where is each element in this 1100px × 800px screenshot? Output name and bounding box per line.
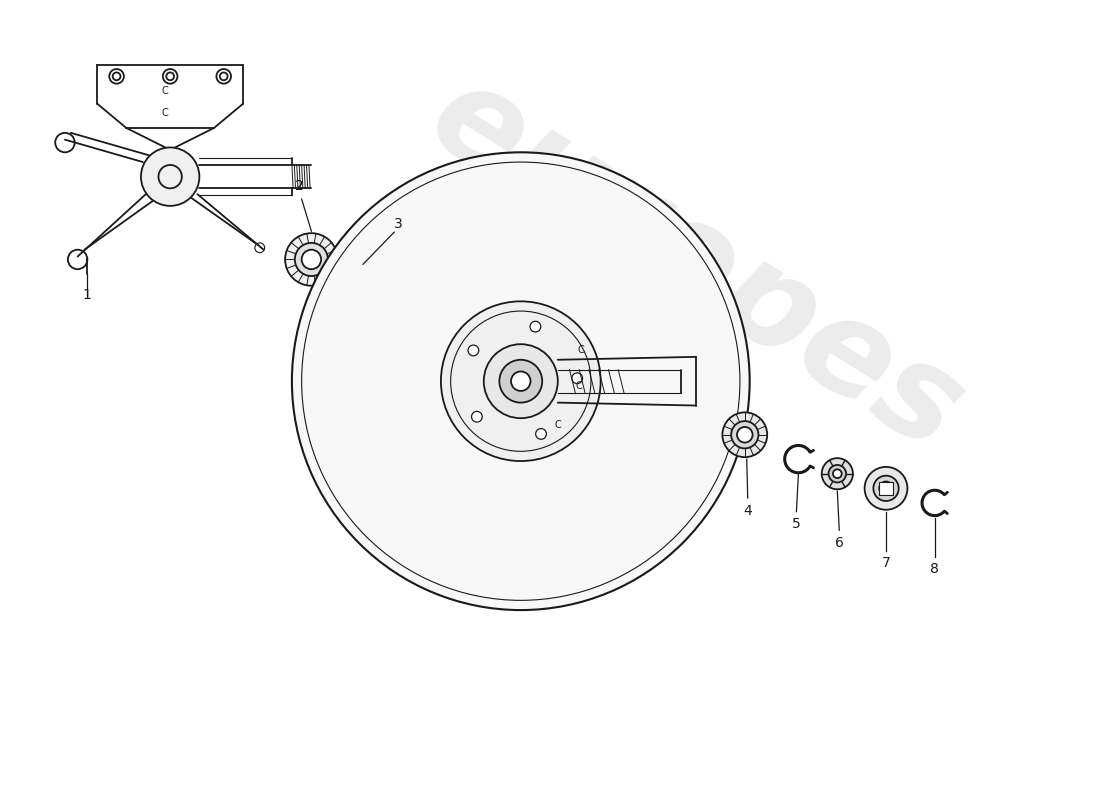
Text: 7: 7: [881, 556, 890, 570]
Text: C: C: [575, 381, 583, 391]
Circle shape: [441, 302, 601, 461]
Text: 1: 1: [82, 289, 91, 302]
Circle shape: [484, 344, 558, 418]
Circle shape: [723, 412, 767, 457]
Circle shape: [833, 470, 842, 478]
Text: C: C: [554, 420, 561, 430]
Text: 2: 2: [295, 179, 304, 194]
Circle shape: [536, 429, 547, 439]
Circle shape: [530, 322, 541, 332]
Circle shape: [822, 458, 853, 490]
Circle shape: [301, 250, 321, 269]
Circle shape: [879, 482, 893, 495]
Text: 8: 8: [931, 562, 939, 576]
Circle shape: [499, 360, 542, 402]
Circle shape: [141, 147, 199, 206]
Circle shape: [295, 243, 328, 276]
Text: 4: 4: [744, 504, 752, 518]
Text: 3: 3: [394, 218, 403, 231]
Circle shape: [292, 152, 750, 610]
Circle shape: [572, 373, 583, 383]
Circle shape: [336, 266, 375, 306]
Circle shape: [472, 411, 482, 422]
Circle shape: [468, 345, 478, 356]
Text: C: C: [162, 108, 168, 118]
Circle shape: [732, 421, 758, 448]
Circle shape: [737, 427, 752, 442]
Text: C: C: [162, 86, 168, 96]
Text: europes: europes: [407, 51, 984, 478]
Text: 6: 6: [835, 536, 844, 550]
Text: C: C: [578, 345, 584, 355]
Circle shape: [865, 467, 907, 510]
Circle shape: [285, 233, 338, 286]
Bar: [879, 482, 893, 495]
Text: 5: 5: [792, 518, 801, 531]
Circle shape: [873, 476, 899, 501]
Text: a passion for porsche since 1985: a passion for porsche since 1985: [408, 366, 692, 553]
Circle shape: [349, 279, 362, 293]
Circle shape: [343, 274, 367, 298]
Circle shape: [828, 465, 846, 482]
Circle shape: [512, 371, 530, 391]
